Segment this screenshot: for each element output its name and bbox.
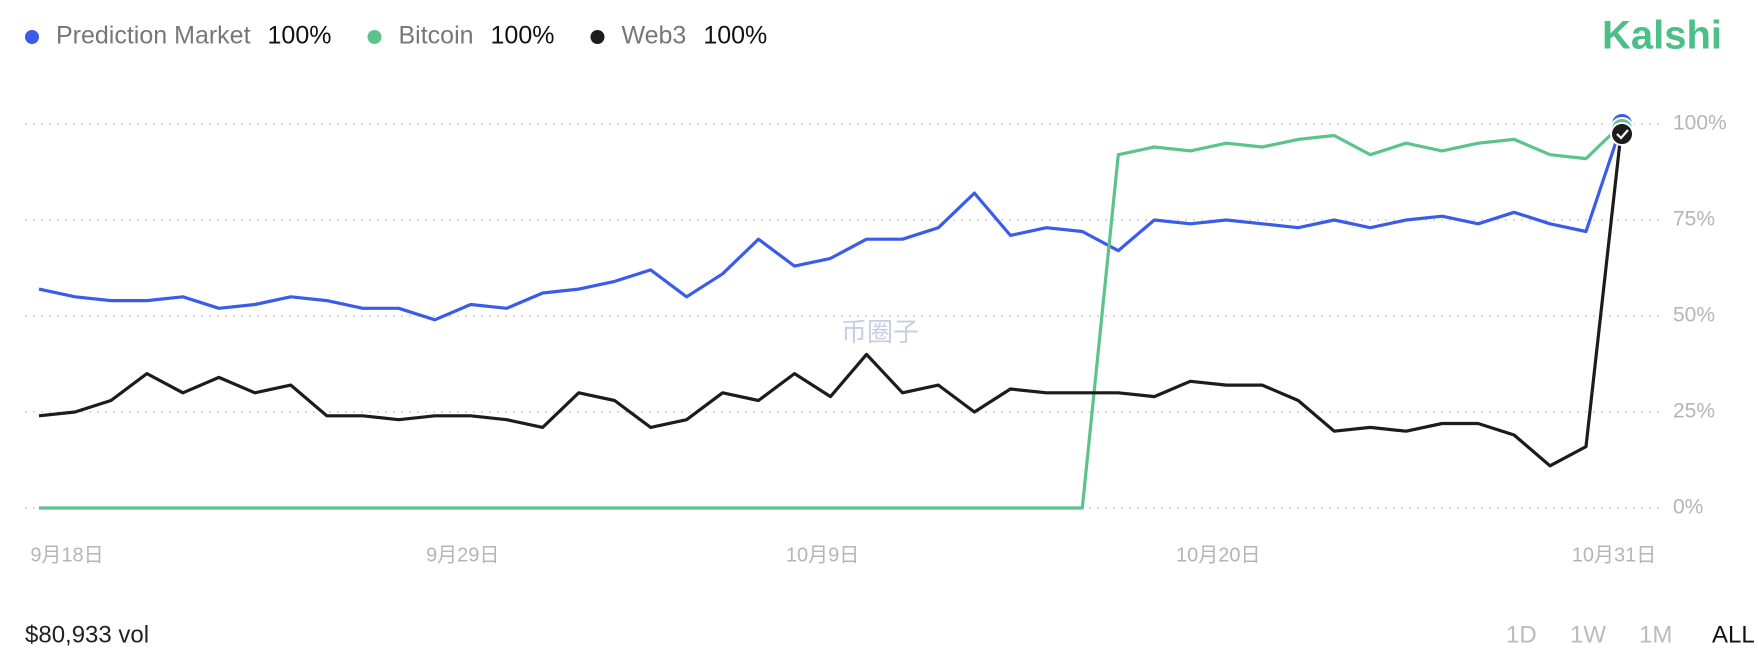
range-button[interactable]: 1M	[1639, 621, 1672, 648]
y-tick-label: 50%	[1673, 304, 1715, 327]
range-button[interactable]: ALL	[1712, 621, 1755, 648]
volume: $80,933 vol	[25, 621, 149, 648]
range-button[interactable]: 1W	[1570, 621, 1606, 648]
x-tick-label: 9月29日	[426, 544, 499, 566]
end-dot	[1610, 122, 1634, 146]
legend-swatch	[367, 30, 382, 44]
legend-label[interactable]: Web3	[621, 22, 686, 50]
watermark: 币圈子	[841, 317, 919, 347]
x-tick-label: 10月9日	[786, 544, 859, 566]
y-tick-label: 100%	[1673, 112, 1727, 135]
series-line	[38, 123, 1624, 468]
x-tick-label: 10月20日	[1176, 544, 1261, 566]
series-line	[38, 123, 1624, 322]
legend-value: 100%	[703, 22, 767, 50]
legend-value: 100%	[491, 22, 555, 50]
legend-value: 100%	[268, 22, 332, 50]
x-tick-label: 9月18日	[30, 544, 103, 566]
y-tick-label: 25%	[1673, 400, 1715, 423]
check-icon	[1616, 129, 1629, 140]
x-tick-label: 10月31日	[1572, 544, 1657, 566]
range-button[interactable]: 1D	[1506, 621, 1537, 648]
series-line	[39, 122, 1624, 510]
y-tick-label: 75%	[1673, 208, 1715, 231]
y-tick-label: 0%	[1673, 496, 1703, 519]
brand-logo: Kalshi	[1602, 14, 1722, 58]
legend-swatch	[25, 30, 39, 44]
legend-label[interactable]: Prediction Market	[56, 22, 251, 50]
legend-label[interactable]: Bitcoin	[398, 22, 473, 50]
legend-swatch	[590, 30, 605, 44]
